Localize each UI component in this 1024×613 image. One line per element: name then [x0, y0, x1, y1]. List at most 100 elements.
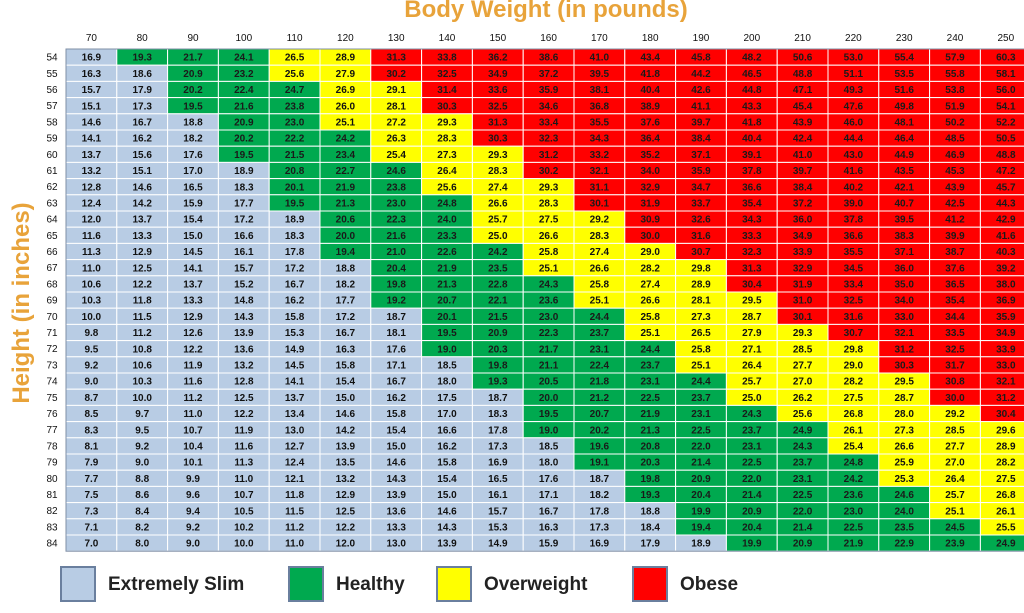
height-tick: 71 [46, 328, 58, 339]
bmi-value: 21.9 [844, 539, 864, 550]
bmi-value: 53.0 [844, 53, 864, 64]
bmi-value: 21.1 [539, 361, 559, 372]
bmi-value: 42.9 [996, 215, 1016, 226]
bmi-value: 21.5 [285, 150, 305, 161]
bmi-value: 20.2 [234, 134, 254, 145]
bmi-value: 35.5 [590, 118, 610, 129]
bmi-value: 13.5 [336, 458, 356, 469]
bmi-value: 19.0 [539, 425, 559, 436]
bmi-value: 20.2 [183, 85, 203, 96]
height-tick: 81 [46, 490, 58, 501]
bmi-value: 17.6 [183, 150, 203, 161]
bmi-value: 15.1 [132, 166, 152, 177]
bmi-value: 21.0 [386, 247, 406, 258]
bmi-value: 14.6 [82, 118, 102, 129]
bmi-value: 28.9 [691, 280, 711, 291]
bmi-value: 28.1 [691, 296, 711, 307]
height-tick: 70 [46, 312, 58, 323]
bmi-value: 31.3 [742, 263, 762, 274]
bmi-value: 27.5 [539, 215, 559, 226]
bmi-value: 8.1 [84, 442, 98, 453]
bmi-value: 25.7 [742, 377, 762, 388]
height-tick: 59 [46, 134, 58, 145]
height-tick: 56 [46, 85, 58, 96]
bmi-value: 21.8 [590, 377, 610, 388]
bmi-value: 41.1 [691, 101, 711, 112]
bmi-value: 31.2 [894, 344, 914, 355]
bmi-value: 14.1 [82, 134, 102, 145]
legend-label-healthy: Healthy [336, 574, 405, 595]
bmi-value: 17.8 [285, 247, 305, 258]
bmi-value: 7.9 [84, 458, 98, 469]
bmi-value: 25.7 [488, 215, 508, 226]
bmi-value: 30.2 [386, 69, 406, 80]
bmi-value: 23.7 [691, 393, 711, 404]
bmi-value: 23.0 [386, 199, 406, 210]
bmi-value: 13.7 [183, 280, 203, 291]
bmi-value: 18.1 [386, 328, 406, 339]
bmi-value: 25.3 [894, 474, 914, 485]
bmi-value: 7.1 [84, 523, 98, 534]
bmi-value: 43.9 [793, 118, 813, 129]
bmi-value: 34.7 [691, 182, 711, 193]
bmi-value: 27.5 [844, 393, 864, 404]
bmi-value: 14.6 [132, 182, 152, 193]
bmi-value: 36.0 [793, 215, 813, 226]
bmi-value: 35.0 [894, 280, 914, 291]
bmi-value: 20.3 [488, 344, 508, 355]
height-tick: 61 [46, 166, 58, 177]
bmi-value: 25.7 [945, 490, 965, 501]
bmi-value: 25.4 [386, 150, 406, 161]
bmi-value: 27.9 [742, 328, 762, 339]
bmi-value: 14.2 [132, 199, 152, 210]
bmi-value: 10.3 [82, 296, 102, 307]
bmi-value: 31.0 [793, 296, 813, 307]
bmi-value: 14.6 [336, 409, 356, 420]
bmi-value: 8.2 [135, 523, 149, 534]
bmi-value: 13.2 [82, 166, 102, 177]
bmi-value: 16.6 [437, 425, 457, 436]
bmi-value: 42.4 [793, 134, 813, 145]
bmi-value: 16.3 [539, 523, 559, 534]
bmi-value: 46.4 [894, 134, 914, 145]
bmi-value: 47.1 [793, 85, 813, 96]
bmi-value: 12.9 [132, 247, 152, 258]
bmi-value: 8.3 [84, 425, 98, 436]
bmi-value: 49.8 [894, 101, 914, 112]
bmi-value: 19.4 [336, 247, 356, 258]
bmi-value: 29.8 [691, 263, 711, 274]
bmi-value: 26.6 [590, 263, 610, 274]
bmi-value: 29.2 [590, 215, 610, 226]
bmi-value: 8.6 [135, 490, 149, 501]
bmi-value: 36.0 [894, 263, 914, 274]
bmi-value: 11.6 [234, 442, 253, 453]
bmi-value: 12.1 [285, 474, 305, 485]
bmi-value: 46.5 [742, 69, 762, 80]
bmi-value: 27.7 [793, 361, 813, 372]
bmi-value: 26.6 [539, 231, 559, 242]
bmi-value: 44.4 [844, 134, 864, 145]
bmi-value: 15.7 [234, 263, 254, 274]
bmi-value: 24.7 [285, 85, 305, 96]
bmi-value: 27.4 [640, 280, 660, 291]
bmi-value: 20.7 [590, 409, 610, 420]
bmi-value: 25.4 [844, 442, 864, 453]
bmi-value: 37.2 [539, 69, 559, 80]
bmi-value: 35.9 [539, 85, 559, 96]
bmi-value: 13.2 [336, 474, 356, 485]
bmi-value: 11.3 [82, 247, 101, 258]
bmi-value: 33.3 [742, 231, 762, 242]
bmi-value: 14.3 [234, 312, 254, 323]
bmi-value: 24.3 [793, 442, 813, 453]
bmi-value: 26.3 [386, 134, 406, 145]
bmi-value: 31.6 [691, 231, 711, 242]
bmi-value: 13.6 [234, 344, 254, 355]
bmi-value: 27.0 [793, 377, 813, 388]
bmi-value: 31.2 [539, 150, 559, 161]
bmi-value: 26.4 [945, 474, 965, 485]
bmi-value: 20.9 [183, 69, 203, 80]
bmi-value: 23.6 [844, 490, 864, 501]
bmi-value: 26.6 [488, 199, 508, 210]
bmi-value: 15.8 [437, 458, 457, 469]
bmi-value: 20.9 [742, 506, 762, 517]
